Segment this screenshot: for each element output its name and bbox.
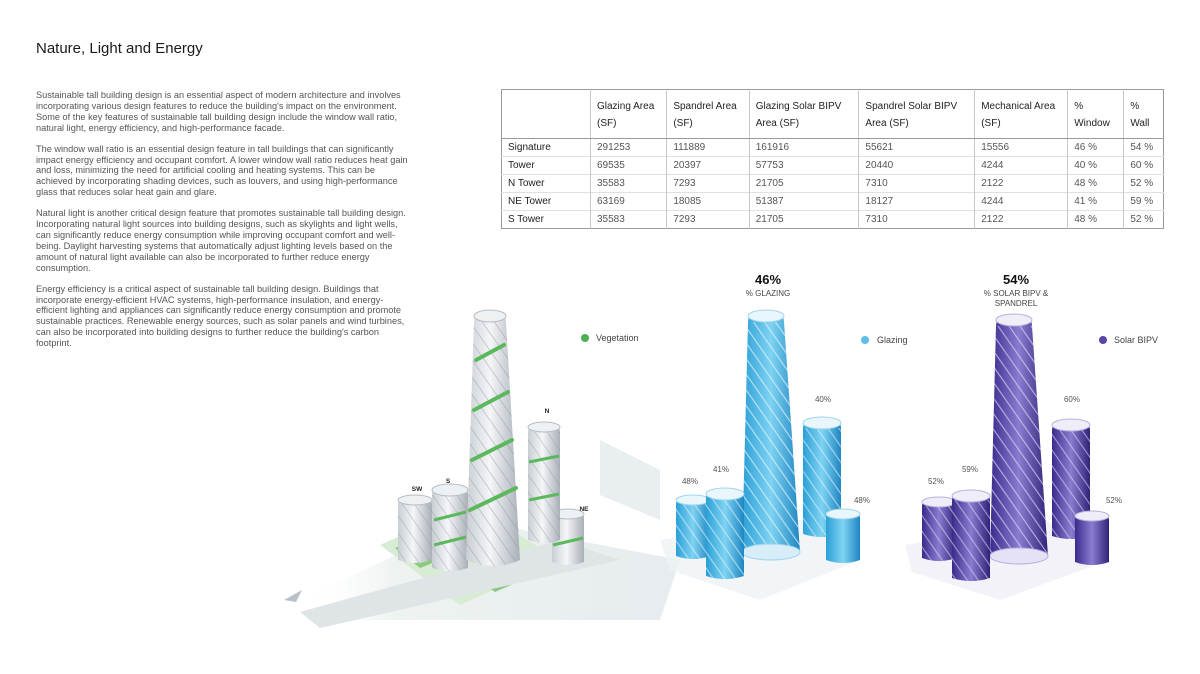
table-row-label: Signature [501, 138, 591, 157]
table-cell: 21705 [748, 174, 859, 193]
table-cell: 161916 [748, 138, 859, 157]
glazing-caption: % GLAZING [746, 289, 790, 298]
solar-pct-right-top: 60% [1064, 395, 1080, 404]
table-cell: 55621 [858, 138, 975, 157]
body-text: Sustainable tall building design is an e… [36, 90, 408, 359]
table-body: Signature 291253 111889 161916 55621 15556 46 … [501, 138, 1164, 229]
paragraph-energy: Energy efficiency is a critical aspect o… [36, 283, 405, 349]
table-cell: 41 % [1067, 192, 1124, 211]
table-cell: 57753 [748, 156, 859, 175]
table-cell: 7293 [666, 174, 750, 193]
glazing-legend-dot [861, 336, 869, 344]
solar-pct-left: 52% [928, 477, 944, 486]
glazing-pct-right-low: 48% [854, 496, 870, 505]
table-header: % Wall [1123, 89, 1164, 139]
table-header: Glazing Solar BIPV Area (SF) [748, 89, 859, 139]
table-cell: 51387 [748, 192, 859, 211]
table-row-label: N Tower [501, 174, 591, 193]
solar-legend-label: Solar BIPV [1114, 335, 1158, 345]
table-row-label: S Tower [501, 210, 591, 229]
solar-pct-mid: 59% [962, 465, 978, 474]
paragraph-natural-light: Natural light is another critical design… [36, 208, 406, 273]
glazing-pct-right-top: 40% [815, 395, 831, 404]
solar-ne-tower [1075, 512, 1109, 565]
table-cell: 40 % [1067, 156, 1124, 175]
table-cell: 20397 [666, 156, 750, 175]
table-cell: 48 % [1067, 210, 1124, 229]
table-cell: 21705 [748, 210, 859, 229]
solar-caption-line1: % SOLAR BIPV & [984, 289, 1049, 298]
solar-legend-dot [1099, 336, 1107, 344]
table-cell: 7310 [858, 174, 975, 193]
tower-label-n: N [545, 408, 550, 415]
table-cell: 7293 [666, 210, 750, 229]
area-table: Glazing Area (SF) Spandrel Area (SF) Gla… [501, 89, 1164, 229]
table-cell: 4244 [974, 156, 1068, 175]
table-header: Spandrel Solar BIPV Area (SF) [858, 89, 975, 139]
table-cell: 18127 [858, 192, 975, 211]
table-cell: 54 % [1123, 138, 1164, 157]
paragraph-intro: Sustainable tall building design is an e… [36, 90, 401, 133]
table-cell: 7310 [858, 210, 975, 229]
solar-panel: 54% % SOLAR BIPV & SPANDREL 52% 59% 60% … [905, 272, 1158, 600]
table-cell: 52 % [1123, 174, 1164, 193]
tower-label-ne: NE [579, 506, 589, 513]
table-row-label: Tower [501, 156, 591, 175]
table-header-row: Glazing Area (SF) Spandrel Area (SF) Gla… [501, 89, 1164, 139]
table-header: Mechanical Area (SF) [974, 89, 1068, 139]
table-row: N Tower 35583 7293 21705 7310 2122 48 % 52 % [501, 174, 1164, 193]
table-cell: 52 % [1123, 210, 1164, 229]
table-cell: 35583 [589, 174, 667, 193]
table-cell: 2122 [974, 210, 1068, 229]
table-cell: 18085 [666, 192, 750, 211]
table-cell: 4244 [974, 192, 1068, 211]
solar-caption-line2: SPANDREL [995, 299, 1038, 308]
table-header: Spandrel Area (SF) [666, 89, 750, 139]
page-title: Nature, Light and Energy [36, 40, 203, 57]
north-arrow-icon [284, 590, 302, 602]
table-cell: 69535 [589, 156, 667, 175]
table-row: Tower 69535 20397 57753 20440 4244 40 % 60 % [501, 156, 1164, 175]
table-cell: 46 % [1067, 138, 1124, 157]
glazing-legend-label: Glazing [877, 335, 908, 345]
vegetation-legend-label: Vegetation [596, 333, 639, 343]
table-cell: 111889 [666, 138, 750, 157]
tower-label-s: S [446, 478, 451, 485]
glazing-panel: 46% % GLAZING 48% 41% 40% 48% Glazing [660, 272, 908, 600]
table-header: % Window [1067, 89, 1124, 139]
neighbor-block [600, 440, 660, 520]
tower-label-sw: SW [412, 486, 423, 493]
table-row: S Tower 35583 7293 21705 7310 2122 48 % 52 % [501, 210, 1164, 229]
glazing-pct-mid: 41% [713, 465, 729, 474]
solar-pct-right-low: 52% [1106, 496, 1122, 505]
table-row: NE Tower 63169 18085 51387 18127 4244 41 % 59 % [501, 192, 1164, 211]
table-cell: 291253 [589, 138, 667, 157]
table-row: Signature 291253 111889 161916 55621 15556 46 … [501, 138, 1164, 157]
vegetation-panel: N NE S SW Vegetation [284, 309, 680, 628]
vegetation-legend-dot [581, 334, 589, 342]
glazing-ne-tower [826, 510, 860, 563]
table-cell: 59 % [1123, 192, 1164, 211]
road [300, 540, 620, 628]
table-row-label: NE Tower [501, 192, 591, 211]
table-cell: 48 % [1067, 174, 1124, 193]
paragraph-window-wall: The window wall ratio is an essential de… [36, 143, 408, 198]
glazing-pct-left: 48% [682, 477, 698, 486]
glazing-headline: 46% [755, 272, 781, 287]
table-cell: 60 % [1123, 156, 1164, 175]
table-cell: 15556 [974, 138, 1068, 157]
table-cell: 2122 [974, 174, 1068, 193]
table-cell: 63169 [589, 192, 667, 211]
table-cell: 35583 [589, 210, 667, 229]
table-cell: 20440 [858, 156, 975, 175]
solar-headline: 54% [1003, 272, 1029, 287]
